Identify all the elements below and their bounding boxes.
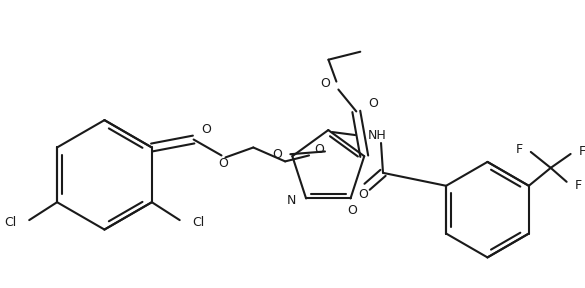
Text: NH: NH — [368, 128, 387, 141]
Text: O: O — [347, 204, 357, 217]
Text: N: N — [287, 194, 296, 207]
Text: O: O — [273, 148, 283, 161]
Text: O: O — [358, 188, 368, 201]
Text: F: F — [579, 145, 585, 158]
Text: O: O — [321, 77, 331, 90]
Text: O: O — [219, 157, 228, 170]
Text: F: F — [516, 143, 523, 156]
Text: O: O — [314, 143, 324, 156]
Text: Cl: Cl — [4, 216, 16, 229]
Text: Cl: Cl — [192, 216, 205, 229]
Text: O: O — [368, 97, 378, 110]
Text: F: F — [574, 179, 581, 192]
Text: O: O — [202, 123, 211, 136]
